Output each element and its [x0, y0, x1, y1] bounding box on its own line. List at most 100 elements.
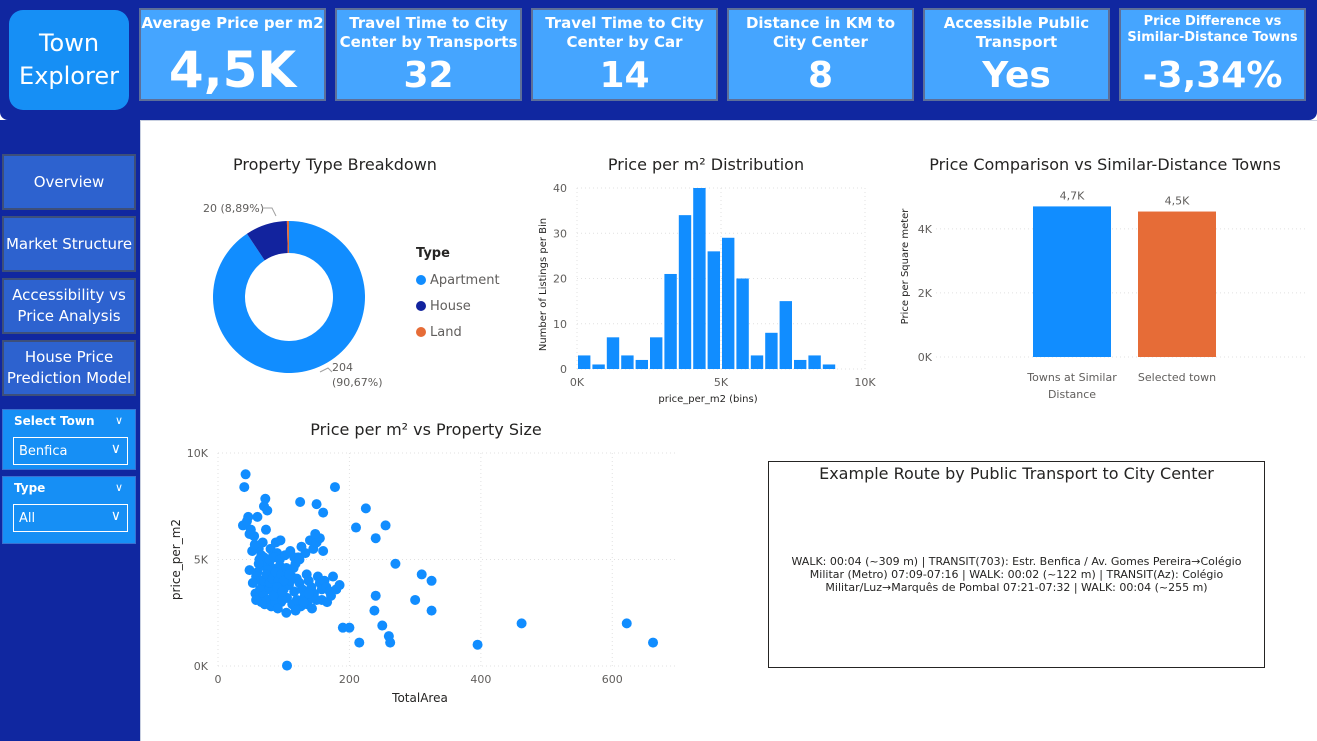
histogram-bar[interactable] — [808, 355, 821, 369]
histogram-bar[interactable] — [635, 359, 648, 369]
scatter-point[interactable] — [253, 558, 264, 569]
scatter-point[interactable] — [311, 499, 322, 510]
scatter-point[interactable] — [329, 482, 340, 493]
chevron-down-icon: ∨ — [110, 508, 121, 524]
scatter-point[interactable] — [390, 558, 401, 569]
chevron-down-icon[interactable]: ∨ — [114, 414, 123, 427]
legend-item-apartment[interactable]: Apartment — [416, 267, 500, 293]
kpi-card-public-transport: Accessible Public Transport Yes — [923, 8, 1110, 101]
scatter-point[interactable] — [328, 571, 338, 582]
histogram-bar[interactable] — [736, 278, 749, 370]
scatter-point[interactable] — [385, 637, 396, 648]
scatter-point[interactable] — [281, 607, 292, 618]
scatter-point[interactable] — [289, 586, 300, 597]
scatter-point[interactable] — [416, 569, 427, 580]
scatter-point[interactable] — [377, 620, 388, 631]
scatter-point[interactable] — [370, 533, 381, 544]
scatter-point[interactable] — [354, 637, 365, 648]
header-bar: Town Explorer Average Price per m2 4,5K … — [0, 0, 1317, 120]
kpi-value: 4,5K — [168, 41, 297, 99]
comparison-bar[interactable] — [1033, 206, 1111, 357]
scatter-point[interactable] — [318, 545, 329, 556]
scatter-point[interactable] — [298, 597, 309, 608]
histogram-bar[interactable] — [650, 337, 663, 369]
histogram-bar[interactable] — [664, 273, 677, 369]
scatter-point[interactable] — [351, 522, 361, 533]
nav-overview-button[interactable]: Overview — [2, 154, 136, 210]
scatter-point[interactable] — [344, 622, 355, 633]
scatter-point[interactable] — [260, 524, 271, 535]
donut-slice-land[interactable] — [286, 221, 289, 254]
histogram-bar[interactable] — [678, 215, 692, 369]
scatter-point[interactable] — [247, 577, 258, 588]
scatter-point[interactable] — [251, 594, 262, 605]
scatter-point[interactable] — [257, 537, 268, 548]
scatter-point[interactable] — [318, 507, 329, 518]
scatter-point[interactable] — [262, 505, 273, 516]
donut-slice-house[interactable] — [246, 221, 288, 261]
scatter-point[interactable] — [272, 603, 283, 614]
histogram-bar[interactable] — [822, 364, 836, 369]
town-dropdown[interactable]: Benfica ∨ — [13, 437, 128, 465]
scatter-point[interactable] — [310, 528, 321, 539]
scatter-point[interactable] — [303, 588, 314, 599]
scatter-point[interactable] — [294, 554, 305, 565]
scatter-point[interactable] — [275, 535, 286, 546]
histogram-bar[interactable] — [750, 355, 764, 369]
histogram-bar[interactable] — [606, 337, 620, 369]
histogram-bar[interactable] — [621, 355, 634, 369]
scatter-point[interactable] — [516, 618, 527, 629]
scatter-point[interactable] — [370, 590, 381, 601]
scatter-point[interactable] — [295, 496, 306, 507]
scatter-point[interactable] — [331, 584, 342, 595]
y-tick-label: 10 — [553, 318, 567, 331]
histogram-bar[interactable] — [693, 188, 706, 369]
scatter-point[interactable] — [283, 569, 294, 580]
scatter-point[interactable] — [306, 603, 317, 614]
histogram-bar[interactable] — [794, 359, 807, 369]
scatter-point[interactable] — [290, 605, 301, 616]
type-dropdown[interactable]: All ∨ — [13, 504, 128, 532]
scatter-point[interactable] — [268, 590, 279, 601]
scatter-point[interactable] — [369, 605, 380, 616]
histogram-bar[interactable] — [578, 355, 591, 369]
scatter-point[interactable] — [277, 586, 288, 597]
chevron-down-icon[interactable]: ∨ — [114, 481, 123, 494]
scatter-point[interactable] — [245, 524, 256, 535]
scatter-point[interactable] — [241, 516, 252, 527]
histogram-bar[interactable] — [592, 364, 605, 369]
kpi-value: -3,34% — [1142, 55, 1283, 96]
histogram-bar[interactable] — [779, 301, 792, 369]
legend-item-land[interactable]: Land — [416, 319, 500, 345]
kpi-card-car-time: Travel Time to City Center by Car 14 — [531, 8, 718, 101]
scatter-point[interactable] — [410, 594, 421, 605]
donut-slice-apartment[interactable] — [213, 221, 365, 373]
scatter-point[interactable] — [426, 575, 437, 586]
scatter-point[interactable] — [648, 637, 659, 648]
x-tick-label: 10K — [854, 376, 876, 389]
scatter-point[interactable] — [282, 660, 292, 671]
legend-item-house[interactable]: House — [416, 293, 500, 319]
scatter-point[interactable] — [260, 493, 271, 504]
scatter-point[interactable] — [621, 618, 632, 629]
histogram-bar[interactable] — [707, 251, 720, 369]
scatter-point[interactable] — [252, 511, 263, 522]
scatter-point[interactable] — [240, 469, 251, 480]
nav-prediction-model-button[interactable]: House Price Prediction Model — [2, 340, 136, 396]
scatter-point[interactable] — [239, 482, 250, 493]
comparison-bar[interactable] — [1138, 211, 1216, 357]
scatter-point[interactable] — [300, 548, 311, 559]
scatter-point[interactable] — [249, 539, 260, 550]
scatter-point[interactable] — [277, 594, 288, 605]
kpi-value: 8 — [807, 55, 834, 96]
nav-accessibility-button[interactable]: Accessibility vs Price Analysis — [2, 278, 136, 334]
scatter-point[interactable] — [360, 503, 371, 514]
scatter-point[interactable] — [380, 520, 391, 531]
histogram-bar[interactable] — [722, 237, 735, 369]
scatter-point[interactable] — [472, 639, 483, 650]
scatter-point[interactable] — [244, 565, 255, 576]
scatter-point[interactable] — [426, 605, 437, 616]
histogram-bar[interactable] — [765, 332, 778, 369]
nav-market-structure-button[interactable]: Market Structure — [2, 216, 136, 272]
